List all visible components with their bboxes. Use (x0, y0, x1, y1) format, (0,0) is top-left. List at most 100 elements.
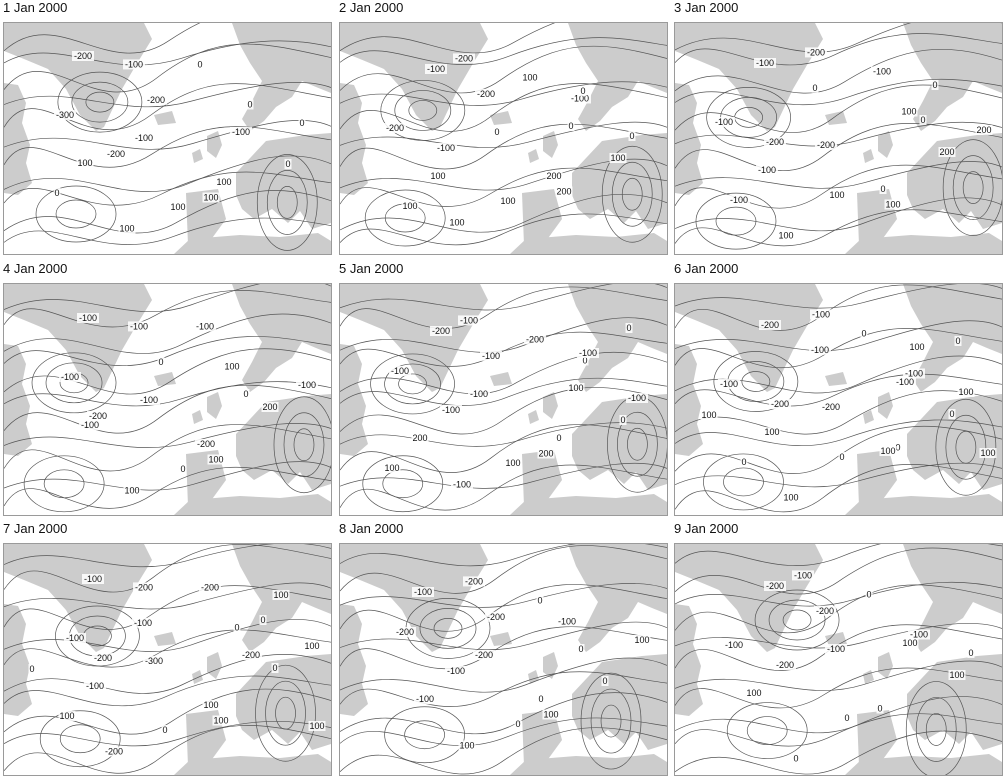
contour-label-bg (169, 202, 187, 212)
contour-label-bg (828, 190, 846, 200)
contour-line (340, 121, 667, 148)
contour-label-bg (820, 402, 842, 412)
contour-label: 0 (180, 464, 185, 474)
contour-line (621, 177, 643, 211)
contour-label: -200 (816, 606, 834, 616)
contour-line (675, 624, 1002, 671)
contour-line (675, 121, 1002, 147)
contour-label: -200 (776, 660, 794, 670)
land-mass (154, 372, 176, 386)
contour-label-bg (769, 399, 791, 409)
contour-label: 100 (783, 493, 798, 503)
contour-line (611, 161, 653, 227)
contour-label-bg (145, 94, 167, 105)
contour-line (675, 390, 1002, 435)
contour-line (340, 657, 667, 693)
contour-label: -100 (470, 389, 488, 399)
contour-line (4, 544, 331, 593)
contour-label: 0 (932, 80, 937, 90)
contour-label: -100 (391, 366, 409, 376)
contour-label-bg (901, 638, 919, 648)
contour-label-bg (463, 576, 485, 587)
land-mass (572, 394, 667, 490)
contour-map: -200 -100 -300 -200 -100 0 -200 0 100 -100 100 0 100… (3, 22, 332, 255)
land-mass (903, 284, 1002, 392)
contour-line (35, 185, 117, 243)
contour-label: 0 (866, 589, 871, 599)
contour-label-bg (451, 479, 473, 490)
contour-label: 200 (546, 171, 561, 181)
contour-label-bg (975, 125, 993, 135)
contour-line (283, 412, 325, 478)
contour-line (4, 424, 331, 472)
contour-label: -100 (298, 380, 316, 390)
map-canvas: -200 -100 -300 -200 -100 0 -200 0 100 -100 100 0 100… (4, 23, 331, 254)
contour-line (340, 123, 667, 170)
contour-label-bg (394, 627, 416, 637)
contour-label: -200 (465, 576, 483, 586)
contour-label: -200 (135, 582, 153, 592)
contour-label-bg (411, 433, 429, 444)
contour-line (340, 193, 667, 233)
contour-line (340, 462, 667, 489)
contour-line (4, 126, 331, 168)
contour-label-bg (143, 656, 165, 666)
panel-date-title: 6 Jan 2000 (674, 261, 739, 276)
contour-line (675, 544, 1002, 566)
land-mass (543, 392, 558, 419)
contour-label-bg (876, 703, 884, 714)
panel-date-title: 1 Jan 2000 (3, 0, 68, 15)
contour-line (31, 352, 117, 414)
contour-map: -200 -100 -100 -100 -100 -200 -100 0 200 100 -100 0… (339, 283, 668, 516)
contour-label: 0 (949, 409, 954, 419)
contour-label-bg (448, 217, 466, 228)
contour-label-bg (53, 188, 61, 198)
contour-line (4, 190, 331, 234)
contour-line (340, 37, 667, 65)
contour-label: 100 (203, 700, 218, 710)
contour-label-bg (792, 753, 800, 764)
contour-label-bg (908, 342, 926, 352)
contour-label-bg (196, 59, 204, 70)
contour-label-bg (64, 633, 86, 643)
contour-line (945, 414, 987, 480)
contour-label: 100 (949, 670, 964, 680)
land-mass (857, 450, 897, 506)
land-mass (174, 494, 331, 515)
contour-label: -100 (442, 405, 460, 415)
land-mass (675, 604, 703, 716)
contour-label-bg (626, 393, 648, 403)
contour-label-bg (545, 171, 563, 181)
contour-line (384, 203, 426, 233)
contour-label: -100 (896, 377, 914, 387)
contour-label: 0 (861, 328, 866, 338)
land-mass (340, 83, 368, 195)
contour-label-bg (242, 389, 250, 399)
contour-label: 100 (459, 741, 474, 751)
land-mass (675, 344, 703, 456)
contour-label-bg (128, 321, 150, 332)
contour-label-bg (401, 201, 419, 211)
contour-label-bg (414, 694, 436, 705)
land-mass (863, 410, 874, 424)
contour-label: -200 (487, 612, 505, 622)
contour-line (675, 33, 1002, 66)
contour-line (419, 607, 477, 649)
contour-label: 0 (158, 357, 163, 367)
contour-label: 0 (299, 118, 304, 128)
contour-label: 0 (602, 676, 607, 686)
contour-label-bg (84, 681, 106, 692)
land-mass (4, 23, 152, 131)
contour-label-bg (195, 439, 217, 449)
contour-line (293, 428, 315, 462)
contour-label: -100 (873, 66, 891, 76)
contour-label: 0 (243, 389, 248, 399)
contour-label-bg (271, 663, 279, 673)
contour-line (935, 398, 997, 496)
contour-label: 100 (764, 427, 779, 437)
contour-line (675, 84, 1002, 133)
contour-label: -200 (822, 402, 840, 412)
contour-label-bg (76, 158, 94, 169)
